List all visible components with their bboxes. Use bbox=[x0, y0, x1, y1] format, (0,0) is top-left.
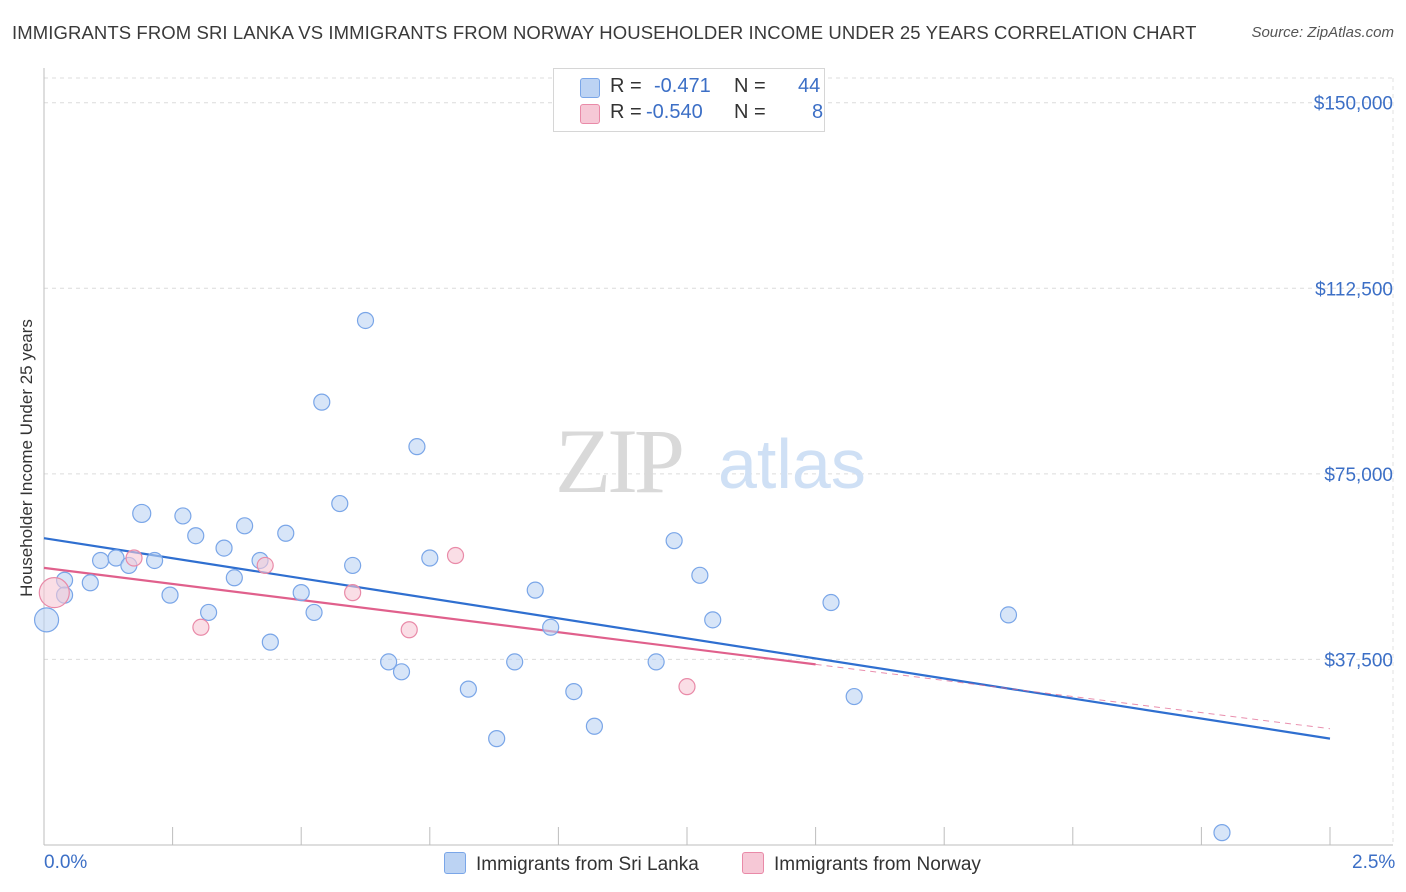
point-sri-lanka bbox=[704, 611, 722, 629]
point-sri-lanka bbox=[132, 503, 152, 524]
point-sri-lanka bbox=[81, 574, 99, 592]
point-sri-lanka bbox=[145, 551, 164, 570]
y-tick-labels: $37,500 $75,000 $112,500 $150,000 bbox=[1314, 94, 1393, 672]
point-sri-lanka bbox=[526, 581, 544, 599]
data-points bbox=[33, 311, 1231, 842]
point-sri-lanka bbox=[225, 569, 243, 587]
point-sri-lanka bbox=[542, 618, 560, 636]
legend-n-label: N = bbox=[734, 75, 766, 97]
point-sri-lanka bbox=[822, 593, 840, 612]
point-sri-lanka bbox=[33, 607, 60, 633]
point-sri-lanka bbox=[107, 549, 125, 567]
point-norway bbox=[125, 549, 143, 567]
correlation-legend: R = -0.471 N = 44 R = -0.540 N = 8 bbox=[553, 68, 825, 132]
point-norway bbox=[344, 584, 362, 602]
point-sri-lanka bbox=[565, 682, 583, 701]
y-tick-label: $112,500 bbox=[1315, 279, 1393, 300]
legend-r-value: -0.540 bbox=[646, 101, 703, 123]
point-norway bbox=[256, 556, 274, 575]
point-sri-lanka bbox=[665, 532, 683, 550]
point-sri-lanka bbox=[215, 539, 233, 557]
point-sri-lanka bbox=[91, 551, 110, 570]
y-tick-label: $37,500 bbox=[1324, 650, 1393, 671]
point-sri-lanka bbox=[421, 549, 439, 567]
bottom-legend-swatch-norway bbox=[742, 852, 764, 874]
trend-lines bbox=[43, 537, 1331, 740]
legend-n-value: 8 bbox=[812, 101, 824, 123]
legend-r-label: R = bbox=[610, 75, 642, 97]
bottom-legend-swatch-sri-lanka bbox=[444, 852, 466, 874]
point-sri-lanka bbox=[845, 687, 863, 706]
x-max-label: 2.5% bbox=[1352, 852, 1396, 873]
point-sri-lanka bbox=[292, 584, 310, 602]
point-sri-lanka bbox=[459, 680, 477, 698]
trend-line-norway bbox=[43, 566, 816, 666]
trend-line-sri-lanka bbox=[43, 537, 1331, 740]
point-sri-lanka bbox=[506, 653, 524, 671]
legend-n-label: N = bbox=[734, 101, 766, 123]
watermark-zip: ZIP bbox=[555, 410, 682, 512]
bottom-legend-label-sri-lanka: Immigrants from Sri Lanka bbox=[476, 854, 699, 875]
bottom-legend-norway: Immigrants from Norway bbox=[742, 852, 981, 876]
bottom-legend-sri-lanka: Immigrants from Sri Lanka bbox=[444, 852, 699, 876]
point-sri-lanka bbox=[380, 653, 398, 671]
point-sri-lanka bbox=[691, 566, 709, 584]
legend-swatch-norway bbox=[580, 104, 600, 124]
point-sri-lanka bbox=[392, 663, 411, 681]
point-sri-lanka bbox=[488, 730, 506, 748]
legend-swatch-sri-lanka bbox=[580, 78, 600, 98]
point-sri-lanka bbox=[344, 556, 362, 575]
point-sri-lanka bbox=[408, 438, 426, 456]
point-sri-lanka bbox=[161, 586, 179, 604]
point-sri-lanka bbox=[277, 524, 295, 542]
point-sri-lanka bbox=[200, 603, 218, 622]
point-sri-lanka bbox=[999, 606, 1018, 624]
point-sri-lanka bbox=[585, 717, 604, 735]
chart-title: IMMIGRANTS FROM SRI LANKA VS IMMIGRANTS … bbox=[12, 22, 1197, 43]
point-sri-lanka bbox=[187, 527, 205, 545]
y-tick-label: $150,000 bbox=[1314, 94, 1393, 115]
watermark-atlas: atlas bbox=[718, 425, 866, 503]
legend-r-label: R = bbox=[610, 101, 642, 123]
chart-source: Source: ZipAtlas.com bbox=[1251, 24, 1394, 41]
point-norway bbox=[678, 678, 696, 696]
point-sri-lanka bbox=[331, 494, 349, 513]
point-norway bbox=[38, 577, 70, 609]
x-min-label: 0.0% bbox=[44, 852, 88, 873]
point-norway bbox=[400, 621, 418, 639]
point-norway bbox=[192, 618, 210, 636]
point-sri-lanka bbox=[1213, 824, 1231, 842]
y-tick-label: $75,000 bbox=[1324, 465, 1393, 486]
point-sri-lanka bbox=[313, 393, 331, 411]
legend-n-value: 44 bbox=[798, 75, 821, 97]
point-sri-lanka bbox=[261, 633, 279, 651]
trend-line-norway-extension bbox=[815, 663, 1331, 730]
bottom-legend-label-norway: Immigrants from Norway bbox=[774, 854, 981, 875]
point-sri-lanka bbox=[305, 603, 323, 622]
axes bbox=[43, 68, 1393, 846]
point-sri-lanka bbox=[356, 311, 375, 330]
point-sri-lanka bbox=[647, 653, 665, 671]
point-sri-lanka bbox=[174, 507, 192, 525]
legend-r-value: -0.471 bbox=[654, 75, 711, 97]
point-sri-lanka bbox=[236, 517, 254, 535]
point-norway bbox=[446, 546, 465, 565]
